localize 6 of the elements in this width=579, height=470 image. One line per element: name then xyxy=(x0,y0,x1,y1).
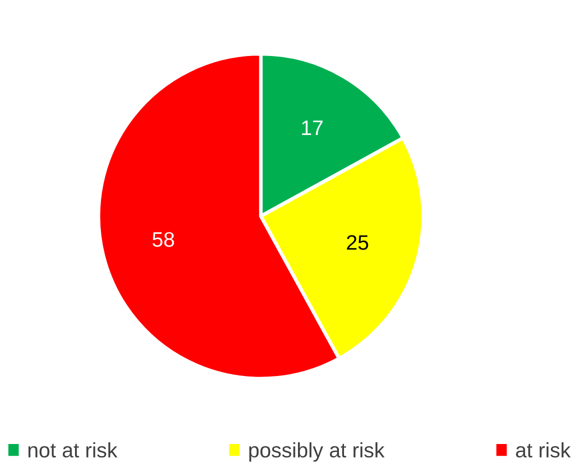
legend-label: possibly at risk xyxy=(249,442,385,462)
data-label: 58 xyxy=(152,232,174,247)
legend-label: at risk xyxy=(516,442,571,458)
data-label: 25 xyxy=(346,235,368,250)
legend-label: not at risk xyxy=(28,442,118,458)
data-label: 17 xyxy=(302,120,323,135)
